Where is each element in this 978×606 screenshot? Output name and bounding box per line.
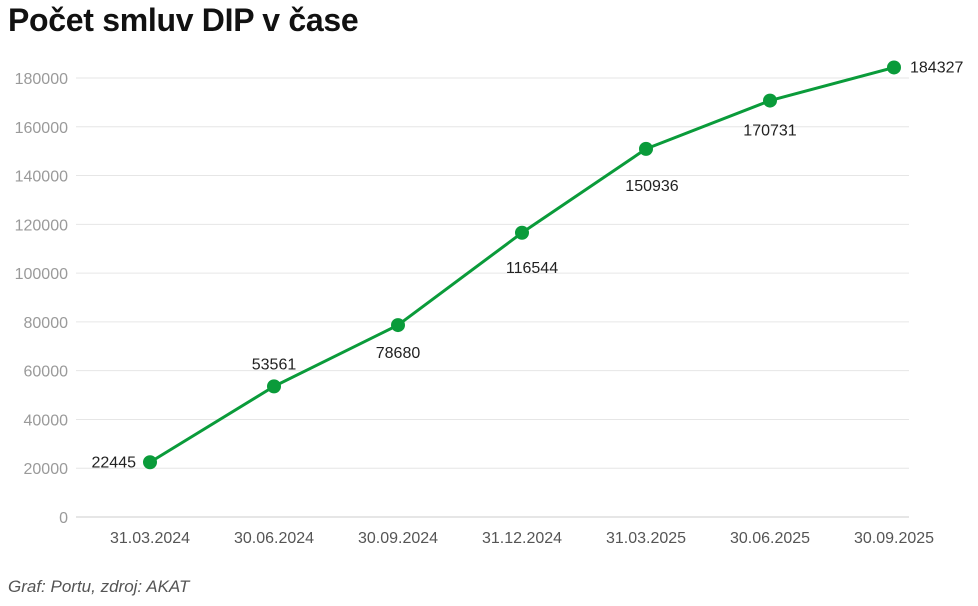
x-tick-label: 30.09.2024 (358, 530, 438, 547)
data-label: 53561 (252, 356, 297, 373)
source-note: Graf: Portu, zdroj: AKAT (8, 577, 190, 596)
y-tick-label: 140000 (15, 169, 68, 186)
x-tick-label: 30.06.2025 (730, 530, 810, 547)
data-label: 184327 (910, 59, 963, 76)
data-label: 116544 (506, 260, 558, 277)
gridlines (76, 77, 909, 469)
x-tick-label: 31.03.2024 (110, 530, 190, 547)
y-tick-label: 60000 (24, 364, 69, 381)
data-label: 22445 (92, 454, 137, 471)
data-point (391, 318, 405, 333)
x-tick-label: 30.09.2025 (854, 530, 934, 547)
y-tick-label: 20000 (24, 461, 69, 478)
data-point (515, 225, 529, 240)
y-tick-label: 40000 (24, 412, 69, 429)
data-points (143, 60, 901, 470)
x-axis: 31.03.2024 30.06.2024 30.09.2024 31.12.2024… (76, 516, 934, 547)
chart-title: Počet smluv DIP v čase (8, 2, 359, 38)
data-label: 150936 (625, 178, 678, 195)
y-tick-label: 80000 (24, 315, 69, 332)
y-tick-label: 120000 (15, 217, 68, 234)
data-point (887, 60, 901, 75)
data-labels: 22445 53561 78680 116544 150936 170731 184327 (92, 59, 964, 471)
y-tick-label: 160000 (15, 120, 68, 137)
data-point (639, 141, 653, 156)
data-point (267, 379, 281, 394)
x-tick-label: 30.06.2024 (234, 530, 314, 547)
y-tick-label: 180000 (15, 71, 68, 88)
line-chart: 0 20000 40000 60000 80000 100000 120000 140000 1… (15, 59, 964, 547)
data-label: 78680 (376, 345, 421, 362)
x-tick-label: 31.03.2025 (606, 530, 686, 547)
y-tick-label: 0 (59, 510, 68, 527)
data-point (763, 93, 777, 108)
y-axis-ticks: 0 20000 40000 60000 80000 100000 120000 140000 1… (15, 71, 68, 527)
x-tick-label: 31.12.2024 (482, 530, 562, 547)
data-point (143, 455, 157, 470)
data-label: 170731 (743, 123, 796, 140)
y-tick-label: 100000 (15, 266, 68, 283)
